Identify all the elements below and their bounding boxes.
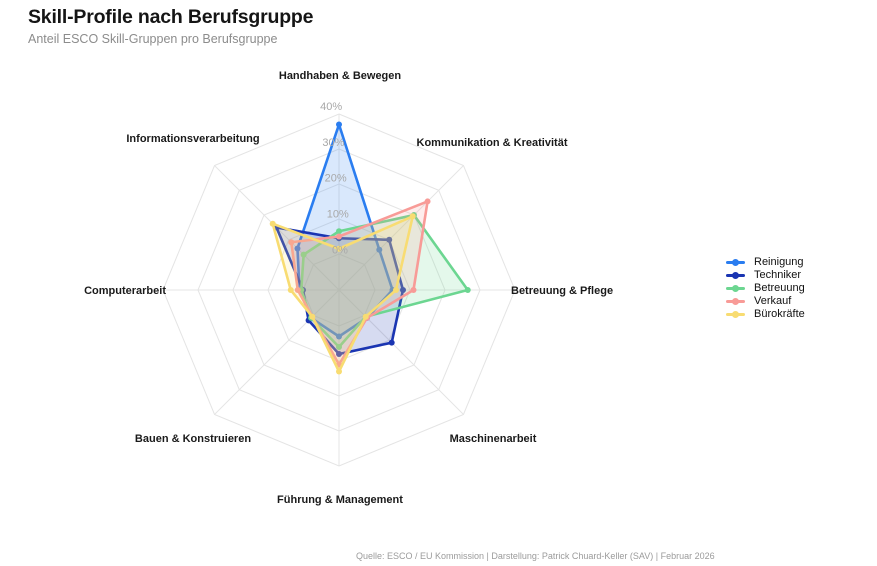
legend-label: Betreuung xyxy=(754,282,805,294)
legend-item-techniker[interactable]: Techniker xyxy=(726,269,805,282)
series-marker-techniker[interactable] xyxy=(400,287,406,293)
series-marker-verkauf[interactable] xyxy=(410,287,417,293)
series-marker-b-rokr-fte[interactable] xyxy=(409,213,416,220)
grid-spoke xyxy=(338,289,464,415)
legend-dot-icon xyxy=(732,298,739,305)
series-marker-b-rokr-fte[interactable] xyxy=(362,313,369,320)
series-marker-reinigung[interactable] xyxy=(336,121,342,128)
radial-tick-label: 10% xyxy=(327,209,349,221)
series-marker-reinigung[interactable] xyxy=(376,246,383,253)
series-marker-b-rokr-fte[interactable] xyxy=(287,287,294,293)
series-marker-betreuung[interactable] xyxy=(336,344,342,350)
chart-legend: Reinigung Techniker Betreuung Verkauf Bürokr… xyxy=(726,256,805,321)
legend-label: Verkauf xyxy=(754,295,792,307)
series-marker-techniker[interactable] xyxy=(388,339,395,346)
radial-tick-label: 20% xyxy=(325,173,347,185)
series-marker-betreuung[interactable] xyxy=(300,251,307,258)
series-marker-reinigung[interactable] xyxy=(336,333,342,340)
legend-label: Reinigung xyxy=(754,256,804,268)
legend-swatch-icon xyxy=(726,310,745,319)
axis-label-bauen-konstruieren: Bauen & Konstruieren xyxy=(135,433,251,445)
axis-label-handhaben-bewegen: Handhaben & Bewegen xyxy=(279,70,402,82)
series-marker-verkauf[interactable] xyxy=(336,233,342,240)
grid-spoke xyxy=(338,165,464,291)
axis-label-kommunikation-kreativit-t: Kommunikation & Kreativität xyxy=(417,137,568,149)
series-marker-betreuung[interactable] xyxy=(464,287,471,293)
legend-label: Bürokräfte xyxy=(754,308,805,320)
legend-item-betreuung[interactable]: Betreuung xyxy=(726,282,805,295)
legend-dot-icon xyxy=(732,272,739,279)
series-marker-techniker[interactable] xyxy=(386,236,393,243)
grid-ring xyxy=(197,148,481,432)
legend-swatch-icon xyxy=(726,258,745,267)
series-marker-b-rokr-fte[interactable] xyxy=(336,368,342,375)
grid-spoke xyxy=(214,289,340,415)
legend-dot-icon xyxy=(732,311,739,318)
legend-dot-icon xyxy=(732,259,739,266)
legend-dot-icon xyxy=(732,285,739,292)
series-marker-techniker[interactable] xyxy=(336,351,342,357)
legend-label: Techniker xyxy=(754,269,802,281)
series-marker-verkauf[interactable] xyxy=(424,198,431,205)
grid-ring xyxy=(302,253,376,327)
page-subtitle: Anteil ESCO Skill-Gruppen pro Berufsgrup… xyxy=(28,32,278,46)
legend-swatch-icon xyxy=(726,271,745,280)
axis-label-betreuung-pflege: Betreuung & Pflege xyxy=(511,285,613,297)
axis-label-computerarbeit: Computerarbeit xyxy=(84,285,166,297)
axis-label-informationsverarbeitung: Informationsverarbeitung xyxy=(126,133,259,145)
series-marker-b-rokr-fte[interactable] xyxy=(336,245,342,252)
series-marker-verkauf[interactable] xyxy=(294,287,301,293)
legend-item-verkauf[interactable]: Verkauf xyxy=(726,295,805,308)
legend-swatch-icon xyxy=(726,297,745,306)
grid-ring xyxy=(232,183,446,397)
legend-item-reinigung[interactable]: Reinigung xyxy=(726,256,805,269)
axis-label-f-hrung-management: Führung & Management xyxy=(277,494,403,506)
series-marker-reinigung[interactable] xyxy=(294,245,301,252)
legend-swatch-icon xyxy=(726,284,745,293)
series-marker-b-rokr-fte[interactable] xyxy=(269,220,276,227)
radial-tick-label: 40% xyxy=(320,101,342,113)
legend-item-b-rokr-fte[interactable]: Bürokräfte xyxy=(726,308,805,321)
series-marker-verkauf[interactable] xyxy=(288,239,295,246)
radial-tick-label: 30% xyxy=(322,137,344,149)
axis-label-maschinenarbeit: Maschinenarbeit xyxy=(450,433,537,445)
series-marker-b-rokr-fte[interactable] xyxy=(393,287,399,293)
grid-ring xyxy=(162,113,516,467)
series-marker-betreuung[interactable] xyxy=(336,228,342,235)
radial-tick-label: 0% xyxy=(332,245,348,257)
source-caption: Quelle: ESCO / EU Kommission | Darstellu… xyxy=(356,551,715,561)
page-title: Skill-Profile nach Berufsgruppe xyxy=(28,6,314,28)
series-marker-b-rokr-fte[interactable] xyxy=(309,313,316,320)
